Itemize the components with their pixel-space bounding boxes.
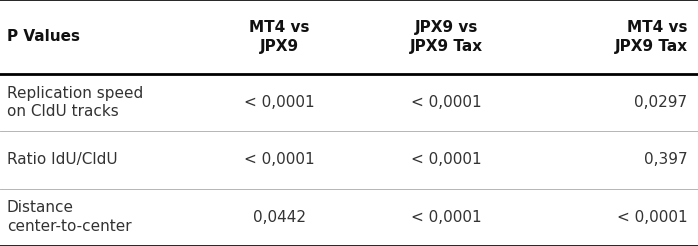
Text: 0,397: 0,397 [644,153,688,167]
Text: < 0,0001: < 0,0001 [244,95,315,110]
Text: P Values: P Values [7,30,80,44]
Text: 0,0297: 0,0297 [634,95,688,110]
Text: < 0,0001: < 0,0001 [411,210,482,225]
Text: JPX9 vs
JPX9 Tax: JPX9 vs JPX9 Tax [410,20,483,54]
Text: Replication speed
on CldU tracks: Replication speed on CldU tracks [7,86,143,119]
Text: 0,0442: 0,0442 [253,210,306,225]
Text: Distance
center-to-center: Distance center-to-center [7,200,132,234]
Text: MT4 vs
JPX9 Tax: MT4 vs JPX9 Tax [614,20,688,54]
Text: MT4 vs
JPX9: MT4 vs JPX9 [249,20,309,54]
Text: < 0,0001: < 0,0001 [411,95,482,110]
Text: < 0,0001: < 0,0001 [411,153,482,167]
Text: < 0,0001: < 0,0001 [617,210,688,225]
Text: Ratio IdU/CldU: Ratio IdU/CldU [7,153,117,167]
Text: < 0,0001: < 0,0001 [244,153,315,167]
